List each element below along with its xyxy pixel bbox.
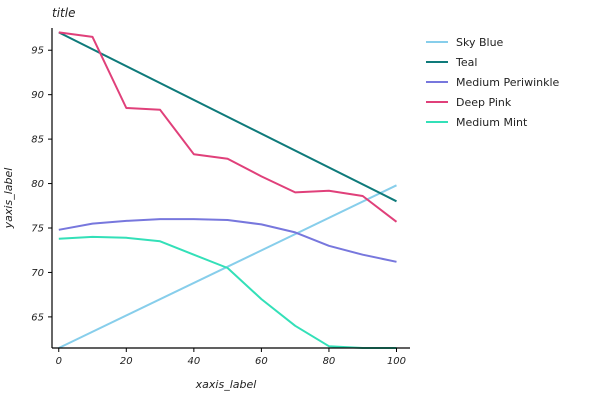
legend-label: Teal bbox=[455, 56, 477, 69]
series-line-medium-periwinkle bbox=[58, 218, 397, 263]
x-tick-label: 80 bbox=[323, 356, 336, 367]
legend-item-sky-blue: Sky Blue bbox=[426, 36, 504, 49]
x-tick-label: 60 bbox=[255, 356, 268, 367]
y-tick-label: 95 bbox=[31, 46, 44, 57]
legend-item-deep-pink: Deep Pink bbox=[426, 96, 512, 109]
y-tick-label: 85 bbox=[31, 135, 44, 146]
legend-label: Medium Mint bbox=[456, 116, 528, 129]
legend-label: Sky Blue bbox=[456, 36, 504, 49]
y-tick-label: 90 bbox=[31, 90, 44, 101]
series-line-teal bbox=[58, 31, 397, 203]
legend-item-medium-mint: Medium Mint bbox=[426, 116, 528, 129]
legend: Sky Blue Teal Medium Periwinkle Deep Pink Me… bbox=[426, 36, 560, 129]
series-line-deep-pink bbox=[58, 31, 398, 223]
x-tick-label: 20 bbox=[120, 356, 133, 367]
x-axis: 0 20 40 60 80 100 bbox=[52, 347, 410, 367]
legend-label: Medium Periwinkle bbox=[456, 76, 560, 89]
y-axis-label: yaxis_label bbox=[2, 168, 15, 230]
series-line-medium-mint bbox=[58, 235, 397, 349]
y-tick-label: 70 bbox=[31, 268, 44, 279]
chart-title: title bbox=[52, 6, 75, 20]
legend-label: Deep Pink bbox=[456, 96, 512, 109]
legend-item-medium-periwinkle: Medium Periwinkle bbox=[426, 76, 560, 89]
y-axis: 65 70 75 80 85 90 95 bbox=[31, 28, 53, 348]
y-tick-label: 80 bbox=[31, 179, 44, 190]
x-axis-label: xaxis_label bbox=[195, 378, 257, 391]
legend-item-teal: Teal bbox=[426, 56, 477, 69]
plot-area bbox=[58, 31, 398, 349]
x-tick-label: 0 bbox=[56, 356, 62, 367]
x-tick-label: 100 bbox=[387, 356, 406, 367]
y-tick-label: 65 bbox=[31, 312, 44, 323]
y-tick-label: 75 bbox=[31, 224, 44, 235]
series-line-sky-blue bbox=[58, 184, 397, 349]
x-tick-label: 40 bbox=[187, 356, 200, 367]
